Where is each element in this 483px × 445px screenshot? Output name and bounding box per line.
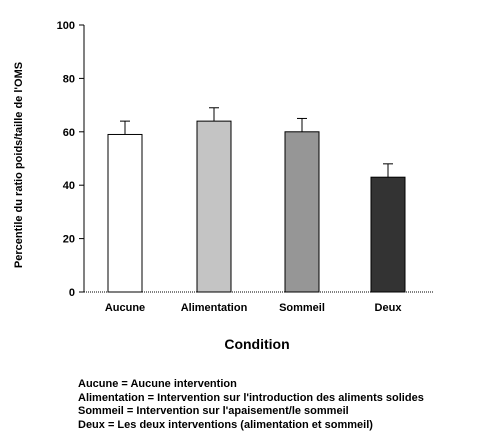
y-axis: 0 20 40 60 80 100 [57,20,85,299]
y-axis-title: Percentile du ratio poids/taille de l'OM… [13,62,25,268]
bar-sommeil [284,131,320,293]
y-tick-label-40: 40 [63,180,75,192]
bar-alimentation [196,120,232,293]
legend-line-aucune: Aucune = Aucune intervention [78,378,237,390]
y-tick-label-80: 80 [63,73,75,85]
legend: Aucune = Aucune intervention Alimentatio… [78,378,424,432]
y-tick-label-0: 0 [69,287,75,299]
bar-deux [370,176,406,293]
y-tick-label-60: 60 [63,127,75,139]
x-tick-label-aucune: Aucune [105,302,145,314]
y-tick-label-100: 100 [57,20,75,32]
legend-line-alimentation: Alimentation = Intervention sur l'introd… [78,391,424,404]
bars [107,107,406,293]
legend-line-sommeil: Sommeil = Intervention sur l'apaisement/… [78,405,349,417]
x-tick-label-sommeil: Sommeil [279,302,325,314]
x-tick-label-alimentation: Alimentation [181,302,248,314]
bar-aucune [107,133,143,293]
legend-line-deux: Deux = Les deux interventions (alimentat… [78,418,373,431]
y-tick-label-20: 20 [63,234,75,246]
x-tick-label-deux: Deux [375,302,403,314]
x-axis: Aucune Alimentation Sommeil Deux [84,291,434,314]
x-axis-title: Condition [224,336,289,352]
